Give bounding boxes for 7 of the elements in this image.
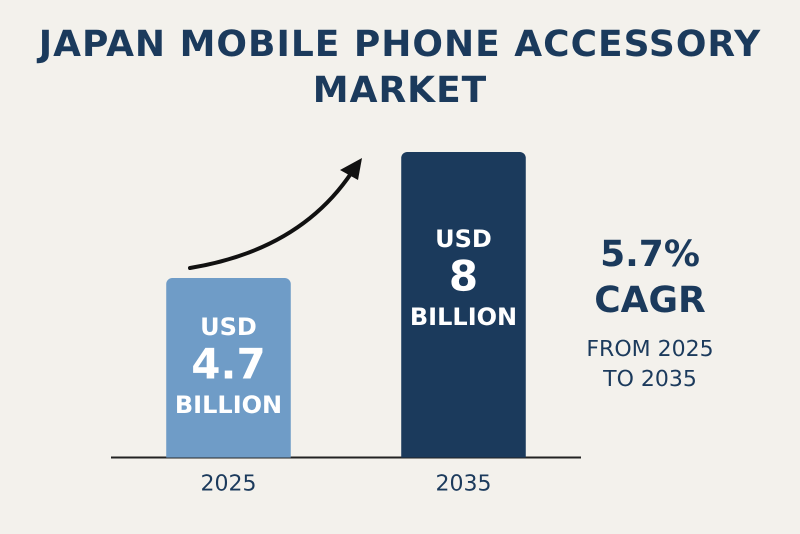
text: 5.7% CAGR xyxy=(593,233,707,323)
data-label: USD 8 BILLION xyxy=(410,225,518,332)
x-tick-label: 2035 xyxy=(436,472,492,497)
data-label: USD 4.7 BILLION xyxy=(174,313,282,420)
x-tick-label: 2025 xyxy=(200,472,256,497)
chart-title: JAPAN MOBILE PHONE ACCESSORY MARKET xyxy=(36,23,762,113)
text: FROM 2025 TO 2035 xyxy=(585,336,715,394)
